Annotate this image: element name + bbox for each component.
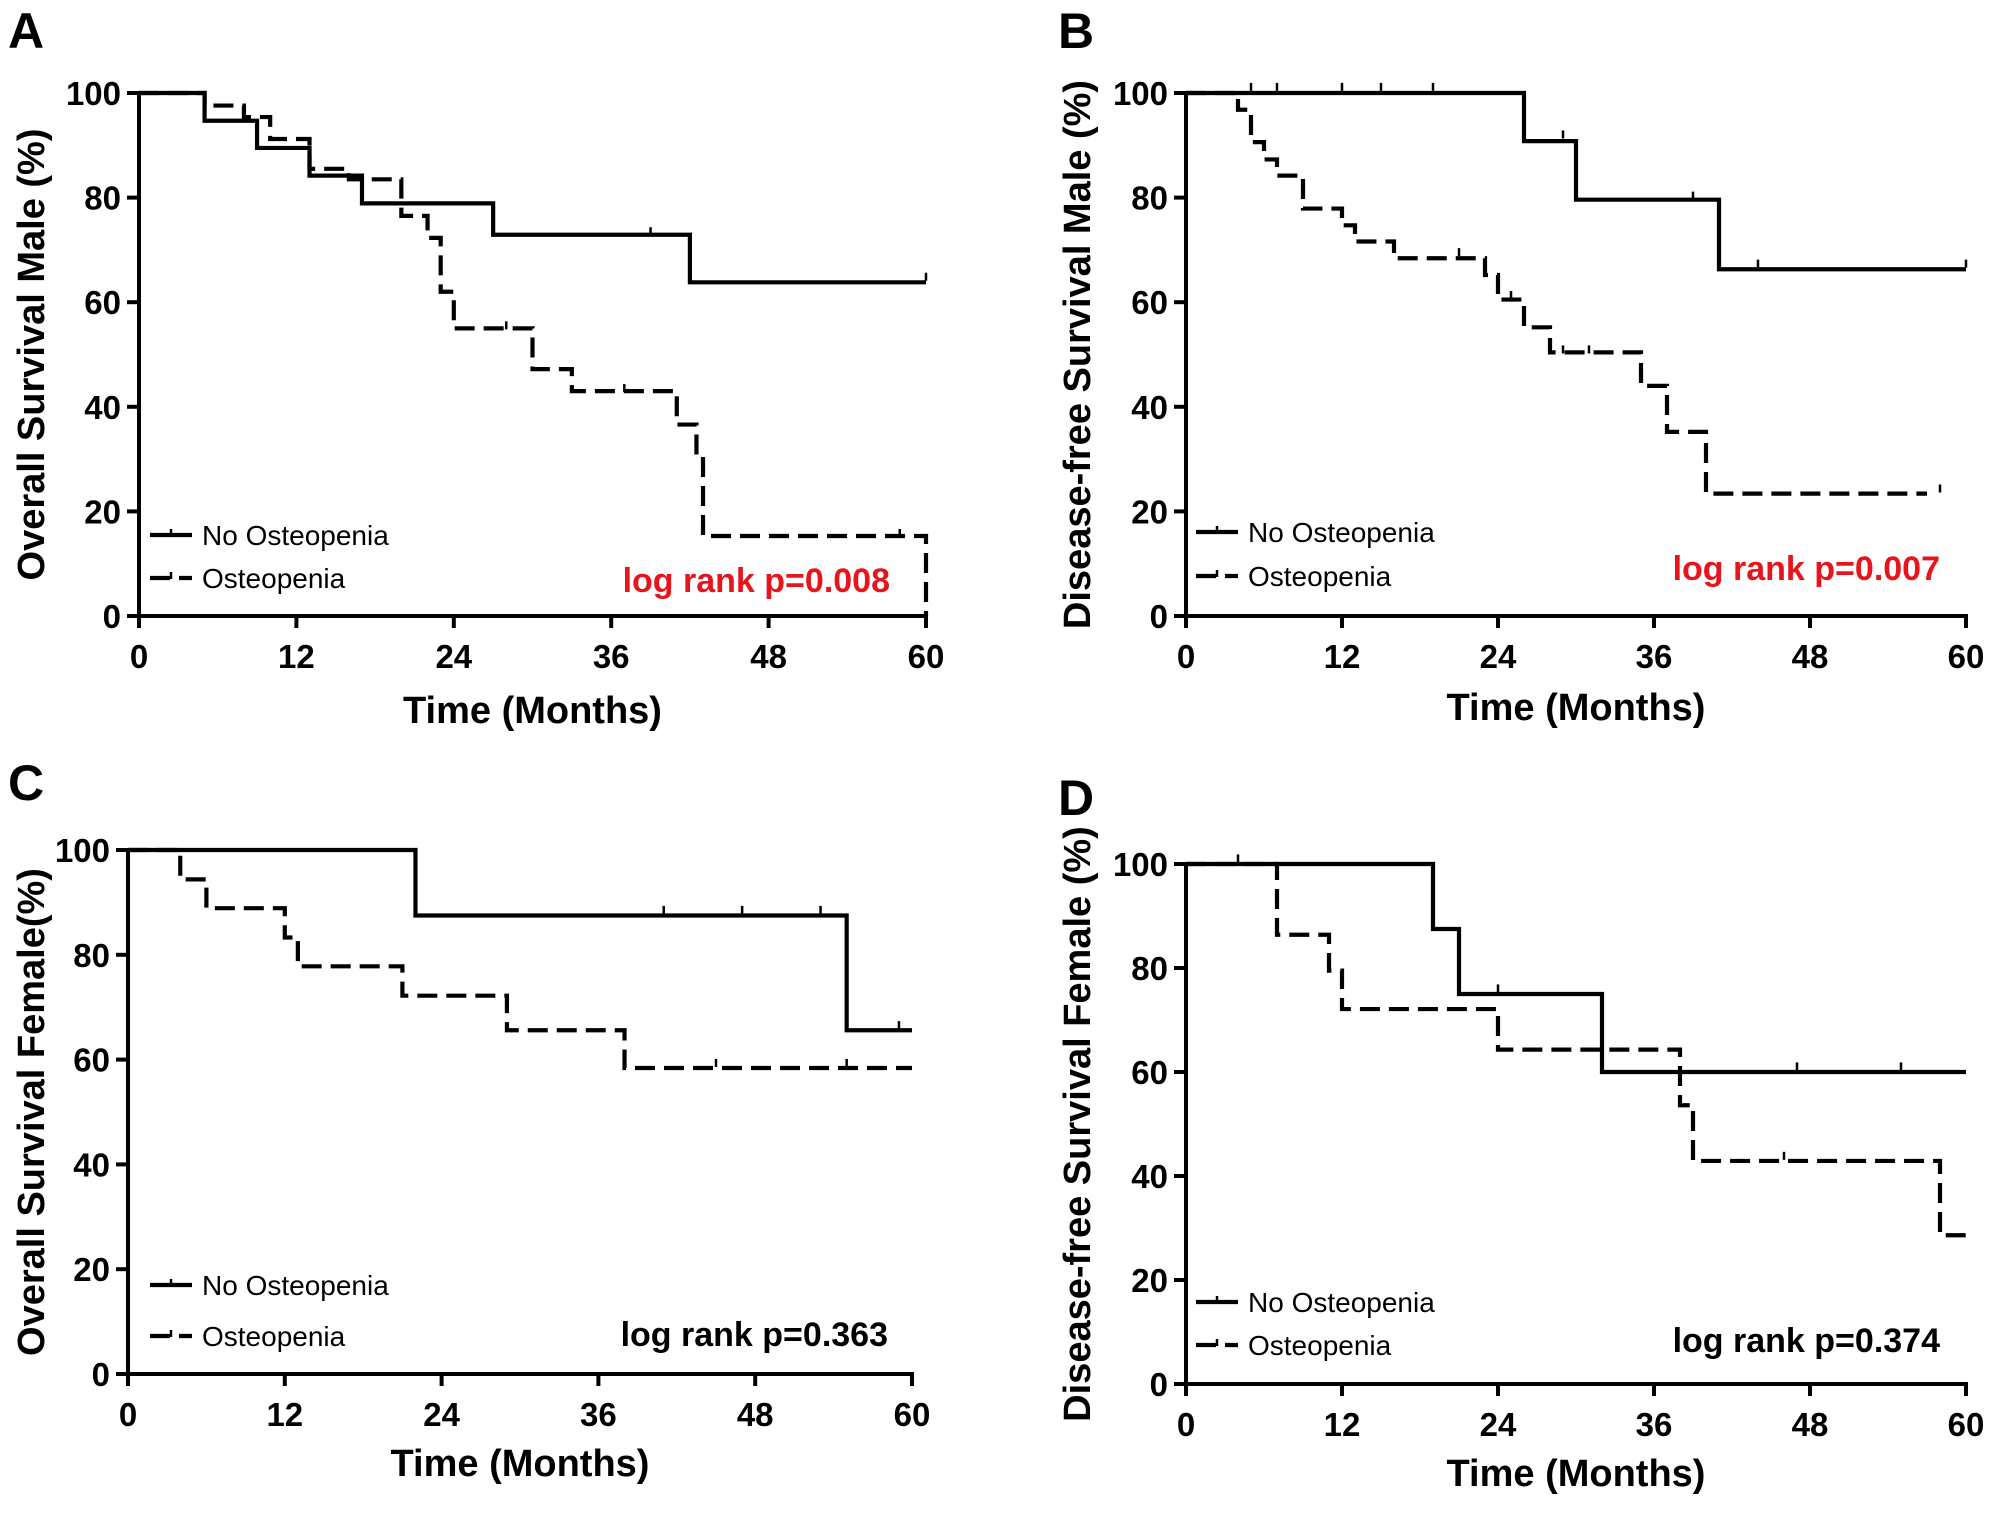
y-tick-label: 0 — [92, 1356, 110, 1393]
x-tick-label: 12 — [278, 638, 315, 675]
log-rank-pvalue: log rank p=0.374 — [1673, 1322, 1940, 1360]
x-axis-title: Time (Months) — [391, 1443, 650, 1485]
x-tick-label: 60 — [894, 1396, 931, 1433]
y-tick-label: 20 — [1131, 1262, 1168, 1299]
panel-a: A 0 20 40 60 80 100 0 12 24 36 48 60 Time (Months) Ove… — [8, 3, 944, 732]
y-tick-label: 60 — [1131, 1054, 1168, 1091]
x-tick-label: 24 — [1480, 638, 1517, 675]
y-tick-label: 20 — [84, 493, 121, 530]
no-osteopenia-curve — [1186, 861, 1966, 1075]
y-axis-title: Overall Survival Female(%) — [11, 868, 53, 1356]
x-axis-title: Time (Months) — [1447, 687, 1706, 729]
x-tick-label: 0 — [1177, 1406, 1195, 1443]
legend-label: No Osteopenia — [1248, 1287, 1435, 1318]
x-tick-label: 48 — [1792, 638, 1829, 675]
y-tick-label: 40 — [84, 389, 121, 426]
legend-item-osteopenia: Osteopenia — [150, 1321, 346, 1352]
y-tick-label: 80 — [1131, 180, 1168, 217]
log-rank-pvalue: log rank p=0.007 — [1673, 550, 1940, 588]
y-tick-label: 0 — [1150, 598, 1168, 635]
panel-letter: B — [1058, 3, 1094, 59]
panel-letter: D — [1058, 770, 1094, 826]
legend-item-no-osteopenia: No Osteopenia — [150, 520, 389, 551]
panel-letter: A — [8, 3, 44, 59]
x-tick-label: 24 — [423, 1396, 460, 1433]
x-tick-label: 24 — [1480, 1406, 1517, 1443]
osteopenia-curve — [1186, 90, 1927, 496]
x-tick-label: 36 — [1636, 1406, 1673, 1443]
y-tick-label: 60 — [73, 1042, 110, 1079]
x-tick-label: 60 — [1948, 638, 1985, 675]
y-axis-title: Disease-free Survival Male (%) — [1057, 80, 1099, 629]
legend-item-no-osteopenia: No Osteopenia — [150, 1270, 389, 1301]
y-tick-label: 40 — [73, 1146, 110, 1183]
panel-letter: C — [8, 755, 44, 811]
x-tick-label: 0 — [1177, 638, 1195, 675]
x-tick-label: 60 — [908, 638, 945, 675]
legend-label: Osteopenia — [1248, 1330, 1392, 1361]
legend-label: No Osteopenia — [1248, 517, 1435, 548]
x-tick-label: 12 — [266, 1396, 303, 1433]
y-tick-label: 20 — [73, 1251, 110, 1288]
legend-label: Osteopenia — [202, 563, 346, 594]
x-tick-label: 60 — [1948, 1406, 1985, 1443]
log-rank-pvalue: log rank p=0.363 — [621, 1316, 888, 1354]
y-tick-label: 100 — [66, 75, 121, 112]
y-tick-label: 100 — [55, 832, 110, 869]
osteopenia-curve — [139, 90, 929, 616]
y-tick-label: 40 — [1131, 389, 1168, 426]
y-tick-label: 80 — [73, 937, 110, 974]
panel-b: B 0 20 40 60 80 100 0 12 24 36 48 60 Time (Months) Dis… — [1057, 3, 1984, 729]
y-tick-label: 0 — [1150, 1366, 1168, 1403]
y-tick-label: 100 — [1113, 846, 1168, 883]
x-tick-label: 48 — [1792, 1406, 1829, 1443]
x-axis-title: Time (Months) — [1447, 1453, 1706, 1495]
log-rank-pvalue: log rank p=0.008 — [623, 562, 890, 600]
x-tick-label: 36 — [580, 1396, 617, 1433]
y-tick-label: 20 — [1131, 493, 1168, 530]
legend-item-no-osteopenia: No Osteopenia — [1196, 1287, 1435, 1318]
panel-d: D 0 20 40 60 80 100 0 12 24 36 48 60 Time (Months) Dis… — [1057, 770, 1984, 1495]
legend-label: Osteopenia — [202, 1321, 346, 1352]
y-axis-title: Disease-free Survival Female (%) — [1057, 826, 1099, 1422]
x-axis-title: Time (Months) — [403, 690, 662, 732]
legend-item-osteopenia: Osteopenia — [150, 563, 346, 594]
x-tick-label: 48 — [750, 638, 787, 675]
legend-label: Osteopenia — [1248, 561, 1392, 592]
y-tick-label: 60 — [1131, 284, 1168, 321]
x-tick-label: 12 — [1324, 1406, 1361, 1443]
y-tick-label: 40 — [1131, 1158, 1168, 1195]
y-tick-label: 80 — [84, 180, 121, 217]
osteopenia-curve — [1186, 861, 1966, 1238]
x-tick-label: 24 — [435, 638, 472, 675]
legend-label: No Osteopenia — [202, 520, 389, 551]
no-osteopenia-curve — [1186, 90, 1966, 272]
y-tick-label: 60 — [84, 284, 121, 321]
x-tick-label: 0 — [130, 638, 148, 675]
x-tick-label: 48 — [737, 1396, 774, 1433]
legend-item-osteopenia: Osteopenia — [1196, 1330, 1392, 1361]
no-osteopenia-curve — [128, 847, 912, 1033]
legend-label: No Osteopenia — [202, 1270, 389, 1301]
panel-c: C 0 20 40 60 80 100 0 12 24 36 48 60 Time (Months) Ove… — [8, 755, 930, 1485]
x-tick-label: 36 — [1636, 638, 1673, 675]
y-axis-title: Overall Survival Male (%) — [11, 129, 53, 581]
x-tick-label: 0 — [119, 1396, 137, 1433]
y-tick-label: 100 — [1113, 75, 1168, 112]
osteopenia-curve — [128, 847, 912, 1071]
x-tick-label: 12 — [1324, 638, 1361, 675]
legend-item-osteopenia: Osteopenia — [1196, 561, 1392, 592]
legend-item-no-osteopenia: No Osteopenia — [1196, 517, 1435, 548]
no-osteopenia-curve — [139, 90, 926, 285]
y-tick-label: 0 — [103, 598, 121, 635]
y-tick-label: 80 — [1131, 950, 1168, 987]
x-tick-label: 36 — [593, 638, 630, 675]
